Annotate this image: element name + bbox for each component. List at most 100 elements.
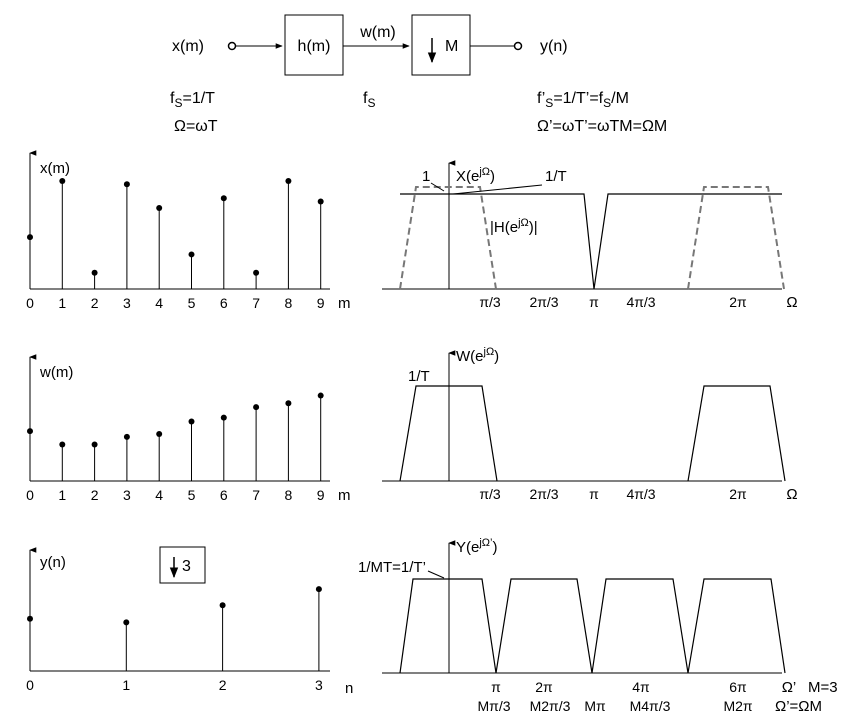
stem-dot-0 bbox=[27, 615, 33, 622]
amplitude-label: 1/T bbox=[545, 168, 567, 185]
tick-label-5: 5 bbox=[188, 295, 196, 311]
stem-plot-y: y(n) n 3 0 1 2 3 bbox=[26, 546, 353, 697]
filter-response-alias bbox=[687, 186, 785, 290]
m-note: M=3 bbox=[808, 679, 838, 696]
tick-pi-3: π/3 bbox=[479, 294, 501, 310]
stem-dot-9 bbox=[317, 198, 324, 205]
stem-dot-3 bbox=[123, 433, 130, 440]
input-signal-label: x(m) bbox=[172, 38, 204, 55]
axis-variable: m bbox=[338, 295, 351, 312]
tick-label-1: 1 bbox=[122, 677, 130, 693]
spectrum-w: W(ejΩ) 1/T π/3 2π/3 π 4π/3 2π Ω bbox=[382, 346, 798, 503]
amplitude-leader bbox=[452, 184, 543, 195]
filter-gain-label: 1 bbox=[422, 168, 430, 185]
decimator-box bbox=[159, 546, 206, 584]
downsample-factor-label: M bbox=[445, 38, 458, 55]
spectrum-y: 1/MT=1/T’ Y(ejΩ’) π 2π 4π 6π Mπ/3 M2π/3 … bbox=[358, 537, 838, 715]
tick-label-7: 7 bbox=[252, 295, 260, 311]
tick-label-0: 0 bbox=[26, 677, 34, 693]
spectrum-title: W(ejΩ) bbox=[456, 346, 499, 365]
tick-m-pi: Mπ bbox=[584, 698, 606, 714]
tick-label-2: 2 bbox=[219, 677, 227, 693]
stem-dot-3 bbox=[123, 181, 130, 188]
tick-4pi-3: 4π/3 bbox=[626, 294, 655, 310]
stem-plot-x: x(m) m 0 1 2 3 4 5 6 7 8 9 bbox=[26, 150, 351, 312]
output-node bbox=[513, 41, 523, 51]
tick-label-5: 5 bbox=[188, 487, 196, 503]
fs-mid-label: fS bbox=[363, 90, 375, 110]
filter-response-main bbox=[399, 186, 497, 290]
tick-label-6: 6 bbox=[220, 295, 228, 311]
stem-dot-4 bbox=[156, 430, 163, 437]
tick-label-3: 3 bbox=[123, 295, 131, 311]
mid-signal-label: w(m) bbox=[359, 24, 396, 41]
stem-dot-8 bbox=[285, 400, 292, 407]
tick-label-6: 6 bbox=[220, 487, 228, 503]
axis-variable: Ω bbox=[786, 486, 797, 503]
spectrum-x: 1 X(ejΩ) 1/T |H(ejΩ)| π/3 2π/3 π 4π/3 2π… bbox=[382, 160, 798, 311]
tick-label-2: 2 bbox=[91, 487, 99, 503]
tick-label-4: 4 bbox=[155, 487, 163, 503]
stem-dot-1 bbox=[59, 441, 66, 448]
tick-label-4: 4 bbox=[155, 295, 163, 311]
stem-dot-2 bbox=[91, 441, 98, 448]
amplitude-label: 1/MT=1/T’ bbox=[358, 559, 426, 576]
axis-variable: Ω’ bbox=[782, 679, 797, 696]
stem-dot-0 bbox=[27, 234, 33, 241]
stem-dot-7 bbox=[253, 269, 260, 276]
decimator-factor: 3 bbox=[182, 558, 191, 575]
tick-label-2: 2 bbox=[91, 295, 99, 311]
filtered-spectrum-alias bbox=[687, 385, 786, 482]
filter-label: h(m) bbox=[298, 38, 331, 55]
stem-dot-0 bbox=[27, 428, 33, 435]
downsampler-block bbox=[411, 14, 471, 76]
tick-label-3: 3 bbox=[315, 677, 323, 693]
filter-block bbox=[284, 14, 344, 76]
tick-2pi: 2π bbox=[535, 679, 553, 695]
tick-m-4pi-3: M4π/3 bbox=[630, 698, 671, 714]
tick-2pi: 2π bbox=[729, 486, 747, 502]
spectrum-title: Y(ejΩ’) bbox=[456, 537, 497, 556]
tick-label-8: 8 bbox=[285, 295, 293, 311]
stem-dot-8 bbox=[285, 178, 292, 184]
output-signal-label: y(n) bbox=[540, 38, 568, 55]
tick-label-9: 9 bbox=[317, 295, 325, 311]
stem-dot-6 bbox=[220, 414, 227, 421]
stem-dot-4 bbox=[156, 205, 163, 211]
spectrum-title: X(ejΩ) bbox=[456, 166, 495, 185]
tick-m-pi-3: Mπ/3 bbox=[478, 698, 511, 714]
output-spectrum bbox=[399, 578, 786, 674]
filter-gain-leader bbox=[430, 182, 445, 192]
filtered-spectrum-main bbox=[399, 385, 498, 482]
input-spectrum bbox=[400, 193, 782, 290]
amplitude-leader bbox=[427, 570, 445, 579]
amplitude-label: 1/T bbox=[408, 368, 430, 385]
tick-4pi-3: 4π/3 bbox=[626, 486, 655, 502]
tick-4pi: 4π bbox=[632, 679, 650, 695]
input-node bbox=[227, 41, 237, 51]
tick-pi: π bbox=[589, 294, 599, 310]
axis-variable: m bbox=[338, 487, 351, 504]
tick-pi: π bbox=[491, 679, 501, 695]
plot-title: x(m) bbox=[40, 160, 70, 177]
relation-note: Ω’=ΩM bbox=[775, 698, 822, 715]
axis-variable: n bbox=[345, 680, 353, 697]
tick-label-0: 0 bbox=[26, 295, 34, 311]
stem-dot-1 bbox=[123, 619, 130, 626]
block-diagram: x(m) h(m) w(m) M y(n) fS=1/T Ω=ωT fS f’S… bbox=[170, 14, 667, 135]
stem-dot-5 bbox=[188, 251, 195, 258]
stem-dot-6 bbox=[220, 195, 227, 202]
tick-2pi-3: 2π/3 bbox=[529, 486, 558, 502]
filter-label: |H(ejΩ)| bbox=[490, 217, 538, 236]
omega-out-label: Ω’=ωT’=ωTM=ΩM bbox=[537, 118, 667, 135]
tick-label-7: 7 bbox=[252, 487, 260, 503]
tick-label-1: 1 bbox=[58, 295, 66, 311]
stem-plot-w: w(m) m 0 1 2 3 4 5 6 7 8 9 bbox=[26, 354, 351, 504]
omega-in-label: Ω=ωT bbox=[174, 118, 218, 135]
fs-out-label: f’S=1/T’=fS/M bbox=[537, 90, 629, 110]
stem-dot-7 bbox=[253, 404, 260, 411]
tick-label-9: 9 bbox=[317, 487, 325, 503]
stem-dot-2 bbox=[91, 269, 98, 276]
axis-variable: Ω bbox=[786, 294, 797, 311]
